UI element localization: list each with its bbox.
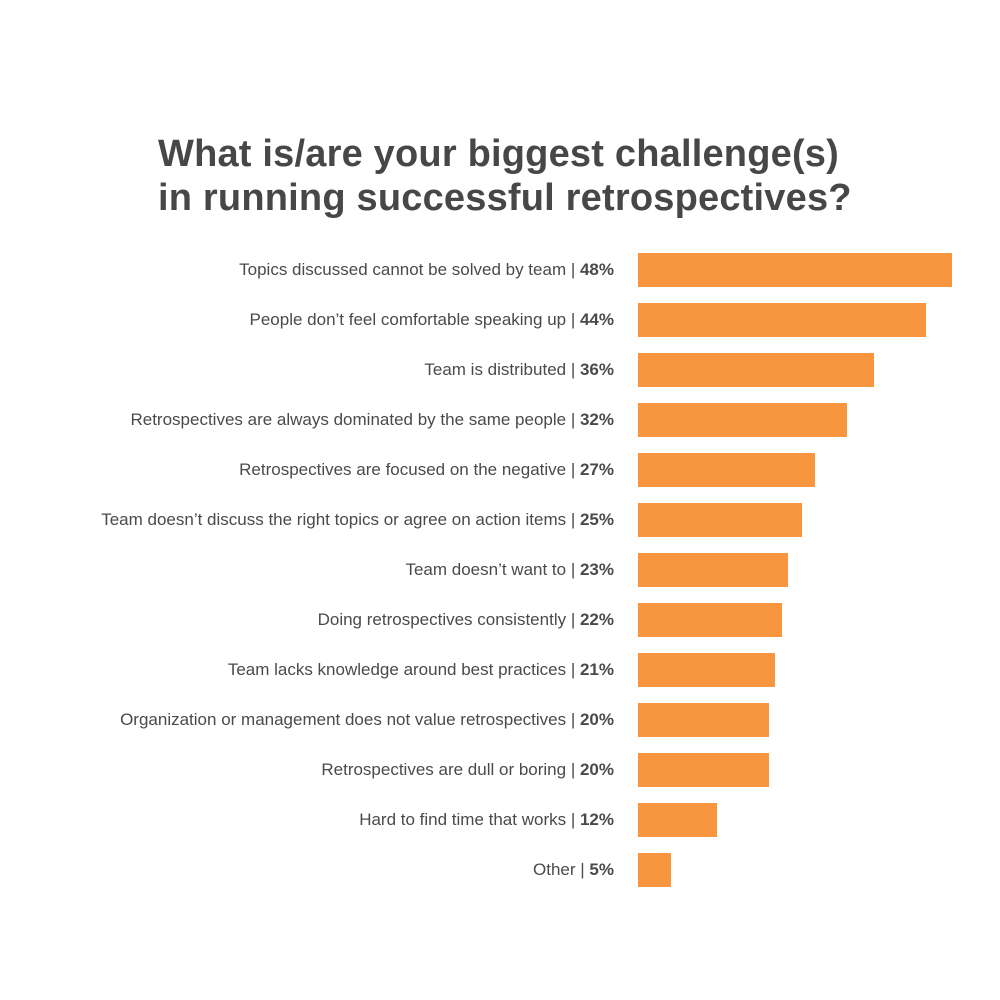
category-label: Team lacks knowledge around best practic… (227, 660, 580, 679)
value-label: 25% (579, 510, 614, 529)
value-label: 12% (579, 810, 614, 829)
value-label: 21% (579, 660, 614, 679)
bar-label: Retrospectives are focused on the negati… (239, 453, 614, 487)
category-label: Other | (533, 860, 590, 879)
category-label: Team is distributed | (424, 360, 580, 379)
bar-label: Other | 5% (533, 853, 614, 887)
value-label: 5% (589, 860, 614, 879)
bar (638, 803, 717, 837)
value-label: 23% (579, 560, 614, 579)
bar (638, 503, 802, 537)
bar (638, 853, 671, 887)
value-label: 20% (579, 710, 614, 729)
bar-label: Retrospectives are dull or boring | 20% (321, 753, 614, 787)
bar (638, 653, 775, 687)
bar-label: Team doesn’t discuss the right topics or… (101, 503, 614, 537)
category-label: Doing retrospectives consistently | (317, 610, 580, 629)
value-label: 44% (579, 310, 614, 329)
category-label: Organization or management does not valu… (120, 710, 580, 729)
bar (638, 253, 952, 287)
bar-label: Team is distributed | 36% (424, 353, 614, 387)
value-label: 27% (579, 460, 614, 479)
bar-label: Doing retrospectives consistently | 22% (318, 603, 614, 637)
category-label: Hard to find time that works | (359, 810, 580, 829)
value-label: 48% (579, 260, 614, 279)
chart-title-line-2: in running successful retrospectives? (158, 177, 852, 219)
category-label: Topics discussed cannot be solved by tea… (239, 260, 580, 279)
value-label: 20% (579, 760, 614, 779)
bar-label: People don’t feel comfortable speaking u… (250, 303, 615, 337)
category-label: People don’t feel comfortable speaking u… (249, 310, 580, 329)
category-label: Team doesn’t want to | (405, 560, 580, 579)
bar (638, 353, 874, 387)
bar-label: Organization or management does not valu… (120, 703, 614, 737)
bar (638, 753, 769, 787)
bar (638, 403, 847, 437)
bar (638, 453, 815, 487)
value-label: 32% (579, 410, 614, 429)
chart-title-line-1: What is/are your biggest challenge(s) (158, 133, 839, 175)
bar-label: Hard to find time that works | 12% (359, 803, 614, 837)
bar-label: Team lacks knowledge around best practic… (228, 653, 614, 687)
bar-label: Team doesn’t want to | 23% (405, 553, 614, 587)
chart-title: What is/are your biggest challenge(s) in… (158, 132, 878, 220)
bar (638, 603, 782, 637)
bar (638, 703, 769, 737)
category-label: Retrospectives are focused on the negati… (239, 460, 580, 479)
category-label: Retrospectives are always dominated by t… (130, 410, 580, 429)
value-label: 22% (579, 610, 614, 629)
category-label: Retrospectives are dull or boring | (321, 760, 580, 779)
bar (638, 553, 788, 587)
bar-label: Topics discussed cannot be solved by tea… (239, 253, 614, 287)
bar-label: Retrospectives are always dominated by t… (130, 403, 614, 437)
bar (638, 303, 926, 337)
value-label: 36% (579, 360, 614, 379)
category-label: Team doesn’t discuss the right topics or… (101, 510, 580, 529)
